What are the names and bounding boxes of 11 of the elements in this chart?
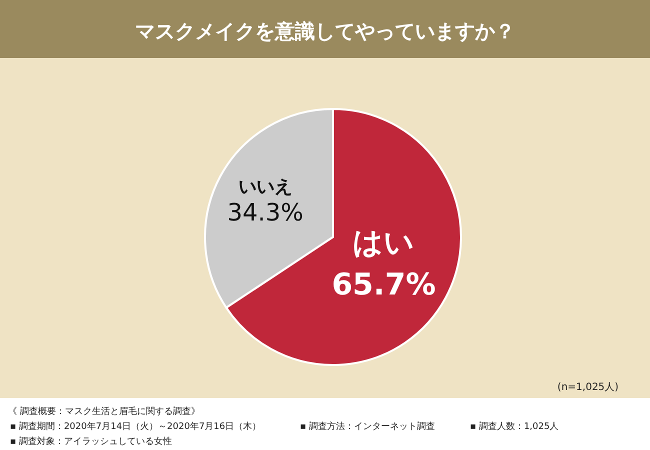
slice-label: はい: [352, 225, 415, 260]
text: ▪ 調査方法：インターネット調査: [300, 421, 435, 432]
chart-title: マスクメイクを意識してやっていますか？: [135, 19, 515, 43]
data-label: 65.7%: [332, 267, 436, 302]
text: (n=1,025人): [557, 382, 619, 393]
slice-label: いいえ: [238, 176, 292, 198]
text: ▪ 調査人数：1,025人: [470, 421, 559, 432]
text: ▪ 調査期間：2020年7月14日（火）～2020年7月16日（木）: [10, 421, 262, 432]
text: 《 調査概要：マスク生活と眉毛に関する調査》: [8, 406, 200, 417]
text: ▪ 調査対象：アイラッシュしている女性: [10, 436, 172, 447]
data-label: 34.3%: [227, 198, 304, 227]
